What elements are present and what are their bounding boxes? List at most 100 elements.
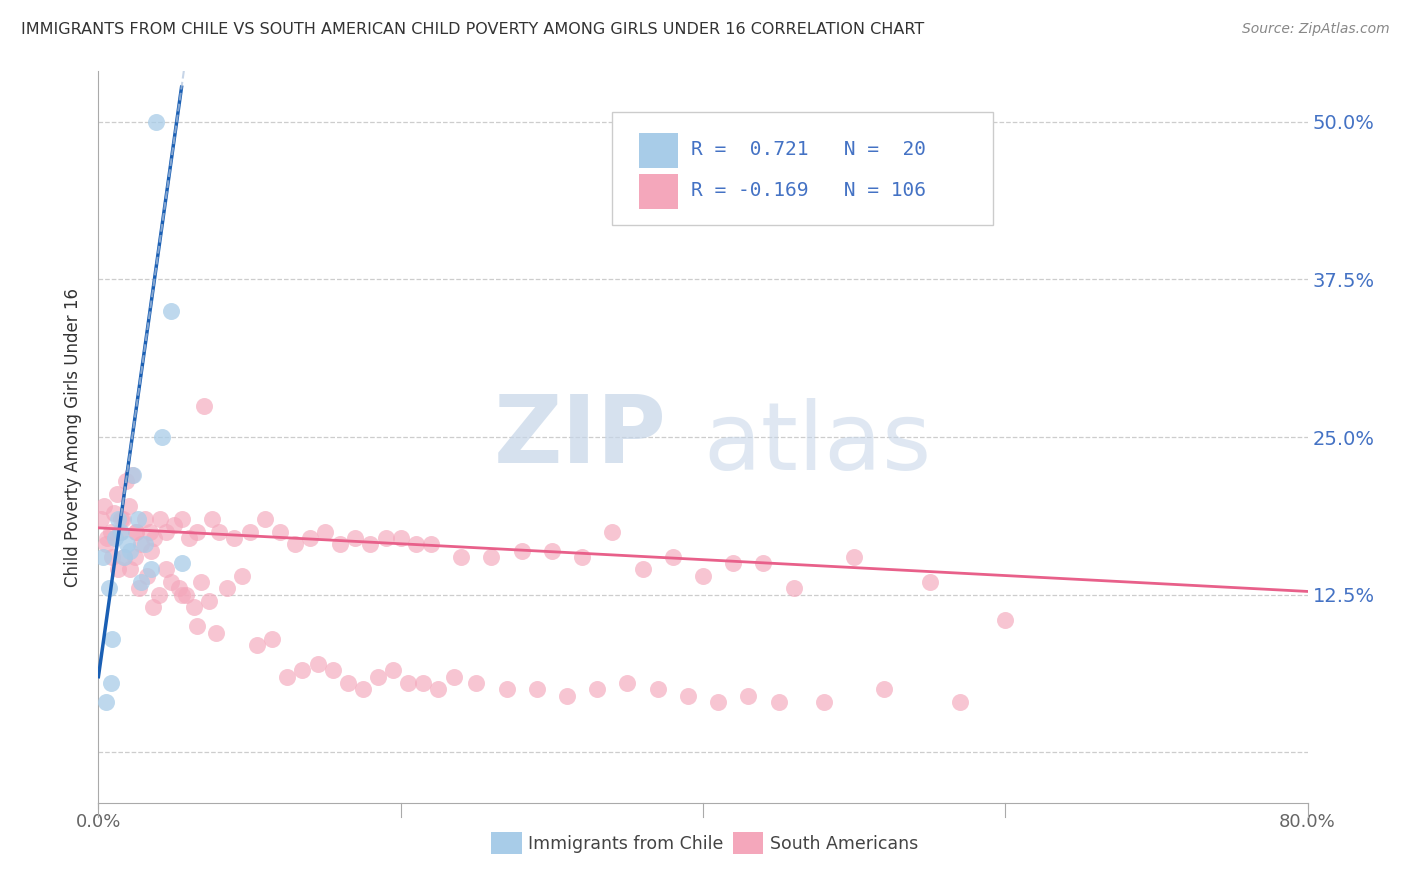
Point [374,531,396,545]
Point [101,632,124,646]
Point [96,531,118,545]
Point [110,524,132,539]
Point [420,537,443,551]
Point [526,682,548,697]
Text: Immigrants from Chile: Immigrants from Chile [527,835,723,853]
Point [160,575,183,590]
Point [193,399,215,413]
Point [190,575,212,590]
Point [215,582,238,596]
Point [253,512,276,526]
Text: IMMIGRANTS FROM CHILE VS SOUTH AMERICAN CHILD POVERTY AMONG GIRLS UNDER 16 CORRE: IMMIGRANTS FROM CHILE VS SOUTH AMERICAN … [21,22,924,37]
Point [994,613,1017,627]
Point [163,518,186,533]
Point [352,682,374,697]
Point [115,537,138,551]
Point [94,695,117,709]
Point [307,657,329,671]
Point [111,512,134,526]
Point [768,695,790,709]
Point [107,512,129,526]
Point [186,619,208,633]
Point [125,524,148,539]
Point [94,537,117,551]
Point [135,569,157,583]
Point [443,670,465,684]
Point [752,556,775,570]
Point [170,588,193,602]
Point [692,569,714,583]
Point [125,524,148,539]
Point [540,543,562,558]
Point [201,512,224,526]
Point [145,115,167,129]
Point [239,524,262,539]
Point [873,682,896,697]
Point [465,676,488,690]
Point [336,676,359,690]
Point [367,670,389,684]
Point [224,531,246,545]
Point [495,682,517,697]
Point [208,524,231,539]
Point [246,638,269,652]
Point [631,562,654,576]
Point [143,531,166,545]
Point [121,467,143,482]
Point [134,512,156,526]
Point [148,588,170,602]
Point [127,512,149,526]
Point [105,487,128,501]
Point [120,562,142,576]
Point [100,676,122,690]
Point [723,556,745,570]
Point [676,689,699,703]
Point [170,556,193,570]
Point [107,562,129,576]
Point [616,676,638,690]
Point [737,689,759,703]
Point [360,537,382,551]
Text: ZIP: ZIP [494,391,666,483]
Point [197,594,219,608]
Point [586,682,609,697]
Point [112,549,135,564]
Point [291,664,314,678]
Point [120,543,142,558]
Bar [638,174,678,209]
Point [481,549,503,564]
Point [150,430,173,444]
Point [167,582,190,596]
Point [128,582,150,596]
Text: R = -0.169   N = 106: R = -0.169 N = 106 [690,181,927,200]
Text: Source: ZipAtlas.com: Source: ZipAtlas.com [1241,22,1389,37]
Point [918,575,941,590]
Point [314,524,336,539]
Point [510,543,533,558]
Y-axis label: Child Poverty Among Girls Under 16: Child Poverty Among Girls Under 16 [65,287,83,587]
Point [155,562,177,576]
Point [134,537,156,551]
Bar [492,832,522,854]
Point [186,524,208,539]
Point [661,549,683,564]
Point [142,600,165,615]
Point [114,474,136,488]
Point [179,531,201,545]
Point [101,549,124,564]
Point [100,524,122,539]
Point [174,588,197,602]
Bar [638,133,678,168]
Point [183,600,205,615]
Point [602,524,624,539]
Point [108,524,131,539]
Point [382,664,405,678]
Point [949,695,972,709]
Point [160,304,183,318]
Point [122,467,145,482]
Text: R =  0.721   N =  20: R = 0.721 N = 20 [690,140,927,159]
Text: atlas: atlas [703,399,931,491]
Point [329,537,352,551]
Point [155,524,177,539]
Point [450,549,472,564]
